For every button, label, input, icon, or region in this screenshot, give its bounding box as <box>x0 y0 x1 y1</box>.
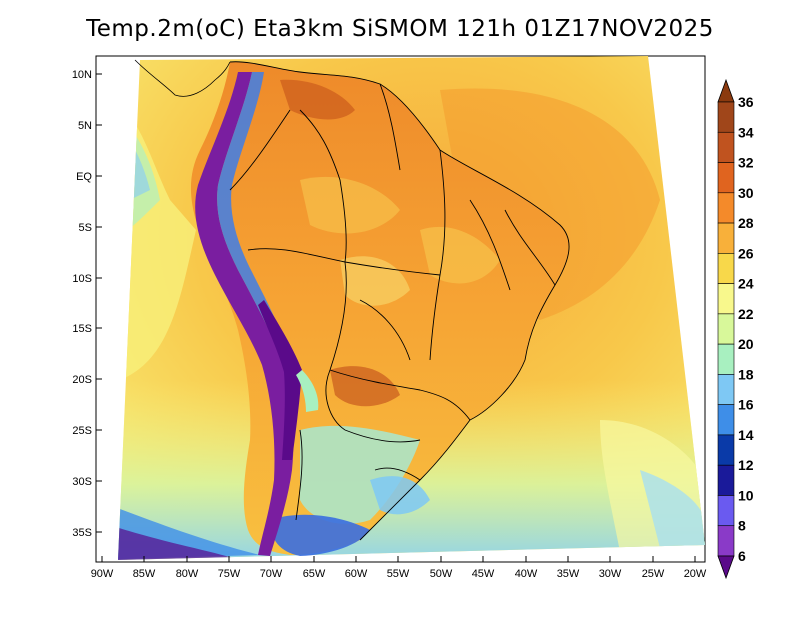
colorbar-label: 34 <box>738 124 754 140</box>
lon-label: 65W <box>303 568 326 580</box>
colorbar-swatch <box>717 404 735 436</box>
colorbar-swatch <box>717 434 735 466</box>
colorbar-swatch <box>717 495 735 527</box>
lat-label: 10S <box>72 273 92 285</box>
latitude-axis <box>96 73 102 533</box>
colorbar-swatch <box>717 101 735 133</box>
colorbar-swatch <box>717 525 735 557</box>
colorbar-swatch <box>717 464 735 496</box>
lon-label: 80W <box>176 568 199 580</box>
lon-label: 75W <box>218 568 241 580</box>
colorbar-swatch <box>717 162 735 194</box>
colorbar-label: 20 <box>738 336 754 352</box>
colorbar-swatch <box>717 343 735 375</box>
lat-label: 5S <box>79 222 92 234</box>
lat-label: 15S <box>72 323 92 335</box>
colorbar-swatch <box>717 374 735 405</box>
colorbar-label: 6 <box>738 548 746 564</box>
colorbar-label: 8 <box>738 518 746 534</box>
colorbar-label: 18 <box>738 366 754 382</box>
colorbar-top-triangle <box>717 78 735 103</box>
lat-label: 30S <box>72 476 92 488</box>
lat-label: 5N <box>78 120 92 132</box>
lat-label: EQ <box>76 171 92 183</box>
lon-label: 30W <box>599 568 622 580</box>
colorbar-swatch <box>717 192 735 224</box>
colorbar-label: 16 <box>738 397 754 413</box>
central-america-coast <box>134 59 231 97</box>
lon-label: 50W <box>430 568 453 580</box>
lon-label: 70W <box>260 568 283 580</box>
lon-label: 90W <box>91 568 114 580</box>
lon-label: 60W <box>345 568 368 580</box>
colorbar-swatch <box>717 253 735 284</box>
colorbar-label: 32 <box>738 155 754 171</box>
lat-label: 20S <box>72 374 92 386</box>
lon-label: 25W <box>642 568 665 580</box>
colorbar-swatch <box>717 283 735 315</box>
colorbar-label: 30 <box>738 185 754 201</box>
colorbar-swatch <box>717 131 735 163</box>
colorbar-label: 10 <box>738 487 754 503</box>
longitude-axis <box>101 556 696 562</box>
continent <box>190 61 570 556</box>
lon-label: 85W <box>133 568 156 580</box>
lat-label: 35S <box>72 527 92 539</box>
lon-label: 55W <box>387 568 410 580</box>
colorbar-label: 24 <box>738 276 754 292</box>
lon-label: 35W <box>557 568 580 580</box>
lat-label: 10N <box>72 69 92 81</box>
colorbar-label: 22 <box>738 306 754 322</box>
lon-label: 20W <box>684 568 707 580</box>
colorbar-swatch <box>717 222 735 254</box>
colorbar-label: 14 <box>738 427 754 443</box>
country-borders <box>229 61 570 541</box>
colorbar-bottom-triangle <box>717 555 735 580</box>
colorbar-label: 36 <box>738 94 754 110</box>
colorbar-label: 26 <box>738 245 754 261</box>
colorbar-label: 28 <box>738 215 754 231</box>
lon-label: 40W <box>515 568 538 580</box>
colorbar: 36 34 32 30 28 26 24 22 20 18 16 14 12 10 8 6 <box>717 78 754 580</box>
map-title: Temp.2m(oC) Eta3km SiSMOM 121h 01Z17NOV2… <box>86 16 714 42</box>
lon-label: 45W <box>472 568 495 580</box>
colorbar-label: 12 <box>738 457 754 473</box>
lat-label: 25S <box>72 425 92 437</box>
colorbar-swatch <box>717 313 735 345</box>
